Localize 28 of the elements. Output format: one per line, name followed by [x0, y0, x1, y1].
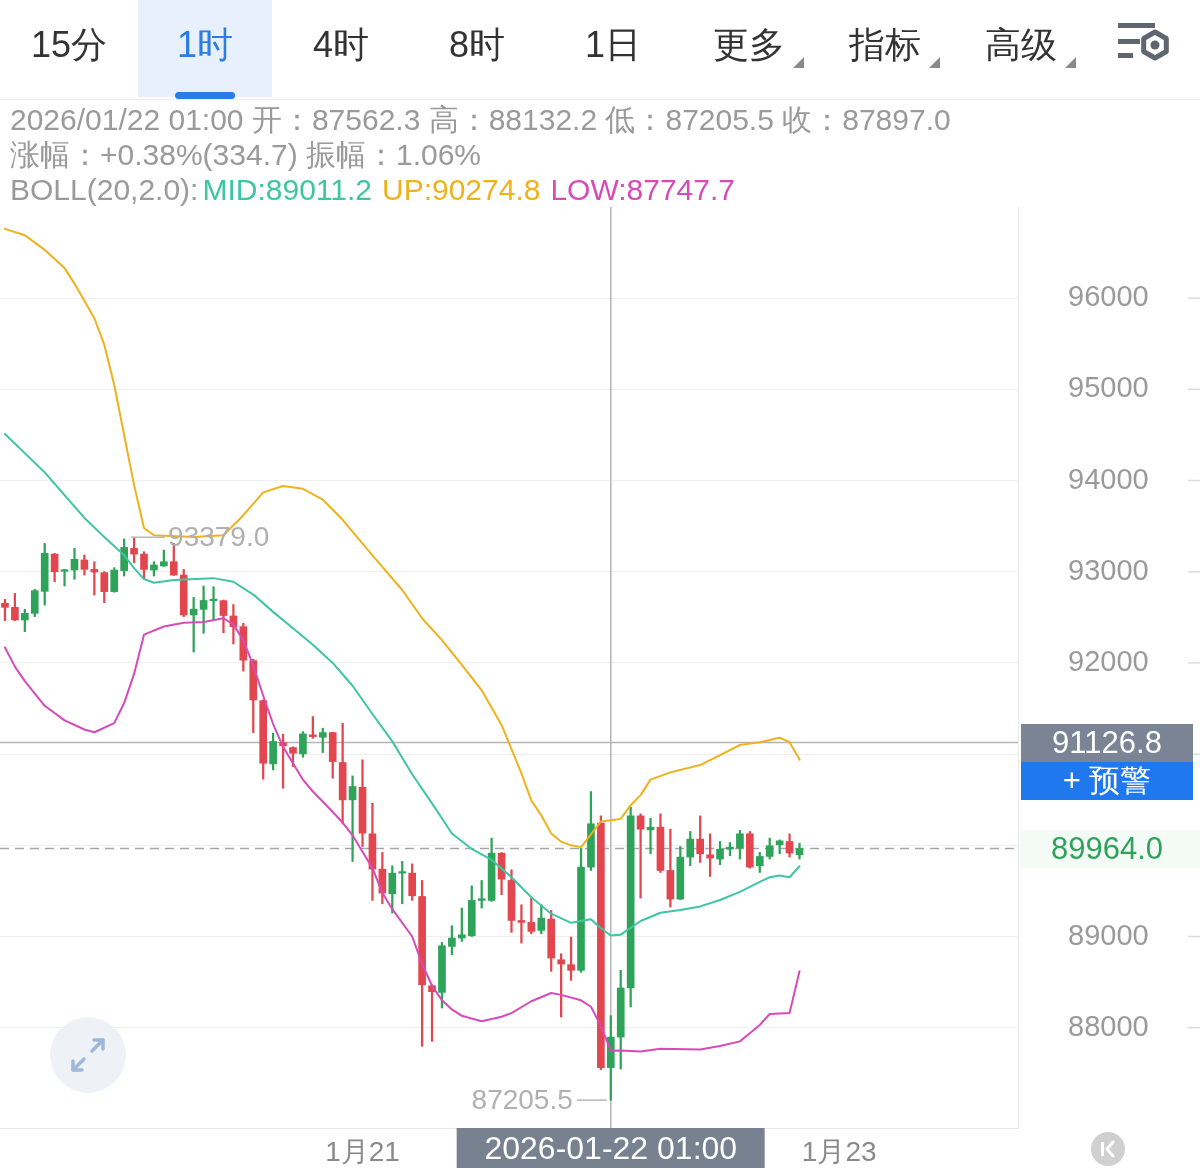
text: 指标	[848, 23, 922, 67]
text: 15分	[29, 23, 108, 67]
text: MID:89011.2	[202, 173, 372, 206]
tag: 91126.8	[1021, 723, 1193, 762]
text: UP:90274.8	[381, 173, 541, 206]
chart-title: 2026/01/22 01:00 开：87562.3 高：88132.2 低：87205.5 收：87897.0	[10, 103, 951, 136]
tag: 2026-01-22 01:00	[456, 1128, 766, 1168]
y-tick-label: 93000	[1068, 553, 1149, 586]
text: 89964.0	[1021, 829, 1200, 868]
x-tick-label: 1月23	[801, 1135, 877, 1167]
text: 更多	[712, 23, 786, 67]
text: 1日	[584, 23, 642, 67]
y-tick-label: 94000	[1068, 462, 1149, 495]
button[interactable]: + 预警	[1021, 761, 1193, 800]
x-tick-label: 1月21	[325, 1135, 400, 1167]
chart-subtitle: 涨幅：+0.38%(334.7) 振幅：1.06%	[10, 138, 482, 171]
y-tick-label: 88000	[1068, 1009, 1149, 1042]
legend-title: BOLL(20,2.0):	[10, 173, 199, 206]
annotation: 87205.5	[471, 1083, 573, 1115]
y-tick-label: 89000	[1068, 918, 1149, 951]
text: LOW:87747.7	[550, 173, 736, 206]
tab[interactable]: 1时	[138, 0, 272, 97]
text: 4时	[312, 23, 370, 67]
y-tick-label: 95000	[1068, 371, 1149, 404]
y-tick-label: 92000	[1068, 644, 1149, 677]
y-tick-label: 96000	[1068, 280, 1149, 313]
text: 8时	[448, 23, 506, 67]
text: 高级	[984, 23, 1058, 67]
